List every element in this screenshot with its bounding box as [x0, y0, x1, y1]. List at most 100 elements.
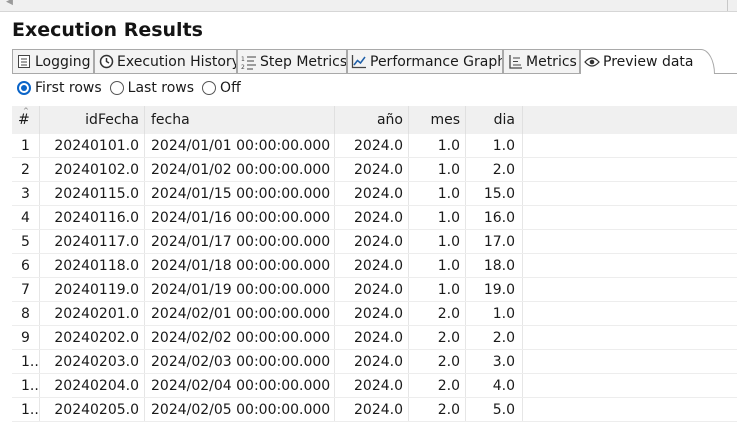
cell-fecha[interactable]: 2024/01/17 00:00:00.000 — [145, 230, 335, 253]
cell-idfecha[interactable]: 20240115.0 — [40, 182, 145, 205]
collapse-arrow-icon[interactable]: ◀ — [6, 0, 13, 7]
table-row[interactable]: 7 20240119.0 2024/01/19 00:00:00.000 2024.0… — [12, 278, 737, 302]
radio-button[interactable] — [202, 81, 217, 95]
cell-row-number[interactable]: 9 — [12, 326, 40, 349]
cell-ano[interactable]: 2024.0 — [335, 398, 409, 421]
cell-fecha[interactable]: 2024/02/05 00:00:00.000 — [145, 398, 335, 421]
cell-mes[interactable]: 1.0 — [409, 158, 466, 181]
cell-ano[interactable]: 2024.0 — [335, 302, 409, 325]
cell-row-number[interactable]: 1 — [12, 134, 40, 157]
cell-mes[interactable]: 1.0 — [409, 182, 466, 205]
cell-mes[interactable]: 2.0 — [409, 374, 466, 397]
cell-idfecha[interactable]: 20240101.0 — [40, 134, 145, 157]
table-row[interactable]: 4 20240116.0 2024/01/16 00:00:00.000 2024.0… — [12, 206, 737, 230]
cell-mes[interactable]: 1.0 — [409, 134, 466, 157]
cell-row-number[interactable]: 2 — [12, 158, 40, 181]
cell-dia[interactable]: 1.0 — [466, 134, 523, 157]
column-header-idfecha[interactable]: idFecha — [40, 106, 145, 134]
table-row[interactable]: 1.. 20240204.0 2024/02/04 00:00:00.000 2024… — [12, 374, 737, 398]
cell-ano[interactable]: 2024.0 — [335, 206, 409, 229]
cell-fecha[interactable]: 2024/01/19 00:00:00.000 — [145, 278, 335, 301]
cell-mes[interactable]: 1.0 — [409, 254, 466, 277]
cell-ano[interactable]: 2024.0 — [335, 230, 409, 253]
column-header-dia[interactable]: dia — [466, 106, 523, 134]
radio-last-rows[interactable]: Last rows — [109, 80, 194, 96]
cell-row-number[interactable]: 1.. — [12, 350, 40, 373]
table-row[interactable]: 8 20240201.0 2024/02/01 00:00:00.000 2024.0… — [12, 302, 737, 326]
column-header-mes[interactable]: mes — [409, 106, 466, 134]
cell-idfecha[interactable]: 20240204.0 — [40, 374, 145, 397]
table-row[interactable]: 1 20240101.0 2024/01/01 00:00:00.000 2024.0… — [12, 134, 737, 158]
cell-idfecha[interactable]: 20240203.0 — [40, 350, 145, 373]
cell-dia[interactable]: 16.0 — [466, 206, 523, 229]
cell-ano[interactable]: 2024.0 — [335, 158, 409, 181]
column-header-row-number[interactable]: ^ # — [12, 106, 40, 134]
cell-ano[interactable]: 2024.0 — [335, 350, 409, 373]
cell-row-number[interactable]: 1.. — [12, 398, 40, 421]
table-row[interactable]: 1.. 20240205.0 2024/02/05 00:00:00.000 2024… — [12, 398, 737, 422]
cell-mes[interactable]: 2.0 — [409, 302, 466, 325]
cell-mes[interactable]: 2.0 — [409, 350, 466, 373]
cell-fecha[interactable]: 2024/02/03 00:00:00.000 — [145, 350, 335, 373]
cell-fecha[interactable]: 2024/02/02 00:00:00.000 — [145, 326, 335, 349]
radio-first-rows[interactable]: First rows — [17, 80, 102, 96]
cell-dia[interactable]: 1.0 — [466, 302, 523, 325]
cell-mes[interactable]: 1.0 — [409, 230, 466, 253]
cell-row-number[interactable]: 4 — [12, 206, 40, 229]
cell-idfecha[interactable]: 20240119.0 — [40, 278, 145, 301]
cell-mes[interactable]: 2.0 — [409, 326, 466, 349]
cell-row-number[interactable]: 5 — [12, 230, 40, 253]
cell-fecha[interactable]: 2024/02/04 00:00:00.000 — [145, 374, 335, 397]
cell-idfecha[interactable]: 20240116.0 — [40, 206, 145, 229]
cell-dia[interactable]: 17.0 — [466, 230, 523, 253]
cell-ano[interactable]: 2024.0 — [335, 254, 409, 277]
column-header-fecha[interactable]: fecha — [145, 106, 335, 134]
cell-idfecha[interactable]: 20240117.0 — [40, 230, 145, 253]
radio-off[interactable]: Off — [202, 80, 241, 96]
cell-fecha[interactable]: 2024/01/16 00:00:00.000 — [145, 206, 335, 229]
table-row[interactable]: 9 20240202.0 2024/02/02 00:00:00.000 2024.0… — [12, 326, 737, 350]
tab-performance-graph[interactable]: Performance Graph — [347, 49, 503, 73]
table-row[interactable]: 2 20240102.0 2024/01/02 00:00:00.000 2024.0… — [12, 158, 737, 182]
cell-fecha[interactable]: 2024/02/01 00:00:00.000 — [145, 302, 335, 325]
cell-row-number[interactable]: 3 — [12, 182, 40, 205]
cell-dia[interactable]: 4.0 — [466, 374, 523, 397]
tab-metrics[interactable]: Metrics — [503, 49, 580, 73]
table-row[interactable]: 5 20240117.0 2024/01/17 00:00:00.000 2024.0… — [12, 230, 737, 254]
cell-dia[interactable]: 5.0 — [466, 398, 523, 421]
table-row[interactable]: 6 20240118.0 2024/01/18 00:00:00.000 2024.0… — [12, 254, 737, 278]
cell-mes[interactable]: 1.0 — [409, 278, 466, 301]
cell-idfecha[interactable]: 20240202.0 — [40, 326, 145, 349]
cell-fecha[interactable]: 2024/01/15 00:00:00.000 — [145, 182, 335, 205]
table-row[interactable]: 1.. 20240203.0 2024/02/03 00:00:00.000 2024… — [12, 350, 737, 374]
cell-row-number[interactable]: 7 — [12, 278, 40, 301]
cell-idfecha[interactable]: 20240118.0 — [40, 254, 145, 277]
radio-button-checked[interactable] — [17, 81, 31, 95]
cell-row-number[interactable]: 6 — [12, 254, 40, 277]
cell-row-number[interactable]: 1.. — [12, 374, 40, 397]
cell-idfecha[interactable]: 20240205.0 — [40, 398, 145, 421]
cell-ano[interactable]: 2024.0 — [335, 326, 409, 349]
cell-mes[interactable]: 1.0 — [409, 206, 466, 229]
cell-idfecha[interactable]: 20240102.0 — [40, 158, 145, 181]
table-row[interactable]: 3 20240115.0 2024/01/15 00:00:00.000 2024.0… — [12, 182, 737, 206]
radio-button[interactable] — [109, 81, 124, 95]
cell-fecha[interactable]: 2024/01/01 00:00:00.000 — [145, 134, 335, 157]
tab-preview-data[interactable]: Preview data — [580, 49, 715, 74]
cell-ano[interactable]: 2024.0 — [335, 374, 409, 397]
cell-dia[interactable]: 15.0 — [466, 182, 523, 205]
tab-logging[interactable]: Logging — [12, 49, 94, 73]
cell-ano[interactable]: 2024.0 — [335, 182, 409, 205]
tab-execution-history[interactable]: Execution History — [94, 49, 237, 73]
cell-dia[interactable]: 3.0 — [466, 350, 523, 373]
cell-dia[interactable]: 18.0 — [466, 254, 523, 277]
cell-fecha[interactable]: 2024/01/18 00:00:00.000 — [145, 254, 335, 277]
cell-dia[interactable]: 19.0 — [466, 278, 523, 301]
cell-dia[interactable]: 2.0 — [466, 158, 523, 181]
cell-ano[interactable]: 2024.0 — [335, 278, 409, 301]
cell-fecha[interactable]: 2024/01/02 00:00:00.000 — [145, 158, 335, 181]
cell-mes[interactable]: 2.0 — [409, 398, 466, 421]
column-header-ano[interactable]: año — [335, 106, 409, 134]
cell-idfecha[interactable]: 20240201.0 — [40, 302, 145, 325]
